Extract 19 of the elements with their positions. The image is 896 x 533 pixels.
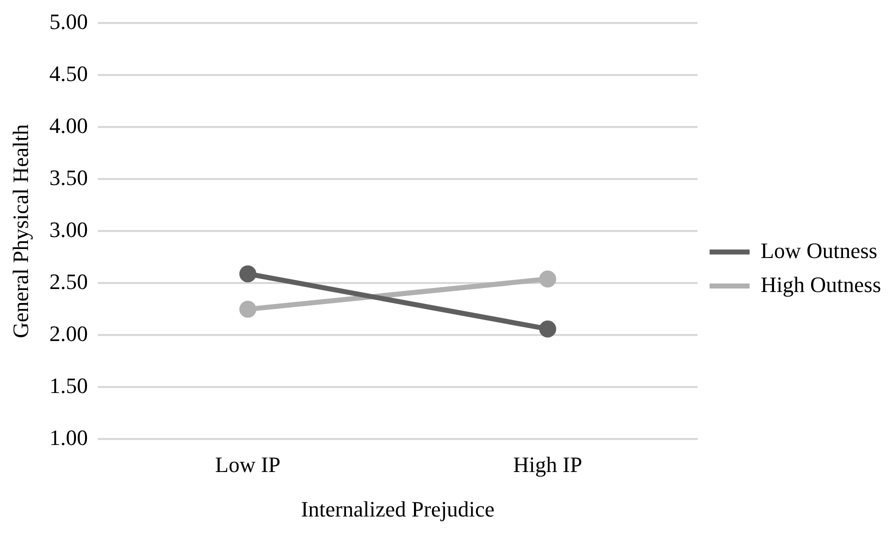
- x-tick-label: Low IP: [215, 452, 281, 478]
- point: [539, 270, 556, 288]
- legend-label: Low Outness: [760, 238, 878, 263]
- y-tick-label: 5.00: [49, 8, 88, 34]
- x-axis-title: Internalized Prejudice: [300, 496, 495, 522]
- point: [539, 320, 556, 338]
- y-tick-label: 1.50: [49, 372, 88, 398]
- point: [239, 265, 256, 282]
- y-tick-label: 4.00: [49, 112, 88, 138]
- legend-label: High Outness: [760, 272, 882, 297]
- y-tick-label: 3.00: [49, 216, 88, 242]
- y-tick-label: 1.00: [49, 424, 88, 450]
- y-tick-label: 4.50: [49, 60, 88, 86]
- y-tick-label: 2.00: [49, 320, 88, 346]
- y-tick-label: 3.50: [49, 164, 88, 190]
- x-tick-label: High IP: [513, 452, 582, 478]
- point: [239, 300, 256, 318]
- y-tick-label: 2.50: [49, 268, 88, 294]
- y-axis-title: General Physical Health: [8, 124, 33, 338]
